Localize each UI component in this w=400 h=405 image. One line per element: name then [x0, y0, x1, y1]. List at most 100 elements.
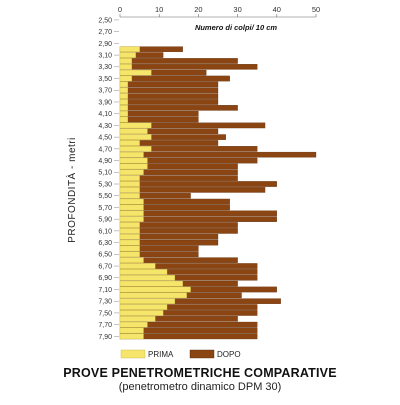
legend: PRIMA DOPO	[120, 349, 241, 359]
x-axis-label: Numero di colpi/ 10 cm	[195, 23, 277, 32]
depth-tick-label: 3,30	[98, 64, 112, 71]
bar-prima	[119, 298, 176, 304]
bar-prima	[119, 75, 132, 82]
bar-prima	[119, 46, 140, 53]
bar-dopo	[119, 58, 238, 64]
bar-prima	[119, 304, 168, 310]
bar-prima	[119, 52, 136, 58]
depth-tick-label: 2,50	[98, 17, 112, 24]
bar-prima	[119, 169, 144, 176]
bar-prima	[119, 122, 152, 129]
prima-bars	[119, 46, 191, 340]
bar-prima	[119, 257, 144, 263]
x-tick-label: 10	[155, 5, 163, 14]
depth-tick-label: 5,10	[98, 170, 112, 177]
bar-prima	[119, 181, 140, 187]
depth-tick-label: 7,90	[98, 334, 112, 341]
bar-prima	[119, 274, 176, 281]
depth-tick-label: 4,10	[98, 111, 112, 118]
bar-prima	[119, 192, 140, 199]
bar-prima	[119, 151, 144, 158]
depth-tick-label: 5,70	[98, 205, 112, 212]
bar-prima	[119, 140, 140, 146]
bar-prima	[119, 292, 187, 299]
bar-dopo	[119, 187, 266, 193]
bar-prima	[119, 316, 156, 322]
bar-dopo	[119, 99, 219, 105]
bar-prima	[119, 286, 191, 293]
x-tick-label: 20	[194, 5, 202, 14]
depth-tick-label: 3,90	[98, 99, 112, 106]
depth-tick-label: 5,50	[98, 193, 112, 200]
depth-tick-label: 2,70	[98, 29, 112, 36]
bar-prima	[119, 280, 183, 287]
bar-prima	[119, 93, 128, 99]
y-axis-label: PROFONDITÀ - metri	[65, 137, 78, 243]
bar-dopo	[119, 110, 199, 117]
bar-prima	[119, 128, 148, 135]
bar-dopo	[119, 64, 258, 70]
legend-prima-swatch	[120, 349, 146, 359]
bar-prima	[119, 116, 128, 123]
bar-prima	[119, 245, 140, 252]
chart-subtitle: (penetrometro dinamico DPM 30)	[118, 381, 282, 393]
depth-tick-label: 6,50	[98, 252, 112, 259]
depth-tick-label: 7,50	[98, 310, 112, 317]
bar-prima	[119, 110, 128, 117]
bar-prima	[119, 87, 128, 94]
bar-dopo	[119, 81, 219, 88]
depth-tick-label: 7,70	[98, 322, 112, 329]
legend-dopo-label: DOPO	[217, 350, 241, 359]
bar-prima	[119, 263, 156, 269]
bar-dopo	[119, 93, 219, 99]
depth-tick-label: 6,10	[98, 228, 112, 235]
depth-tick-label: 7,30	[98, 299, 112, 306]
depth-tick-label: 4,50	[98, 135, 112, 142]
depth-tick-label: 6,30	[98, 240, 112, 247]
bar-prima	[119, 187, 140, 193]
bar-prima	[119, 321, 148, 328]
bar-prima	[119, 105, 128, 111]
bar-dopo	[119, 87, 219, 94]
depth-tick-label: 5,90	[98, 217, 112, 224]
bar-dopo	[119, 75, 230, 82]
bar-prima	[119, 58, 132, 64]
bar-dopo	[119, 181, 277, 187]
bar-prima	[119, 175, 140, 181]
bar-prima	[119, 157, 148, 164]
bar-prima	[119, 222, 140, 228]
bar-prima	[119, 228, 140, 234]
bar-prima	[119, 333, 144, 340]
depth-tick-label: 2,90	[98, 41, 112, 48]
bar-prima	[119, 81, 128, 88]
legend-dopo-swatch	[189, 349, 215, 359]
bar-dopo	[119, 151, 317, 158]
bar-prima	[119, 198, 144, 205]
depth-tick-label: 5,30	[98, 181, 112, 188]
x-tick-label: 50	[312, 5, 320, 14]
depth-tick-label: 6,70	[98, 263, 112, 270]
bar-prima	[119, 163, 148, 170]
depth-tick-label: 4,90	[98, 158, 112, 165]
depth-tick-label: 4,30	[98, 123, 112, 130]
bar-prima	[119, 134, 152, 140]
x-axis-ticks: 0 10 20 30 40 50	[118, 5, 320, 17]
depth-tick-label: 3,70	[98, 88, 112, 95]
depth-tick-label: 3,10	[98, 52, 112, 59]
depth-tick-label: 4,70	[98, 146, 112, 153]
bar-prima	[119, 146, 152, 152]
bar-prima	[119, 233, 140, 240]
bar-prima	[119, 69, 152, 76]
bar-prima	[119, 216, 144, 222]
bar-prima	[119, 269, 168, 275]
depth-tick-labels: 2,50 2,70 2,90 3,10 3,30 3,50 3,70 3,90 4,10 4,30…	[98, 17, 119, 341]
bar-prima	[119, 327, 144, 334]
bar-prima	[119, 99, 128, 105]
legend-prima-label: PRIMA	[148, 350, 174, 359]
bar-prima	[119, 204, 144, 211]
bar-prima	[119, 251, 140, 258]
bar-prima	[119, 210, 144, 217]
bar-prima	[119, 310, 164, 316]
